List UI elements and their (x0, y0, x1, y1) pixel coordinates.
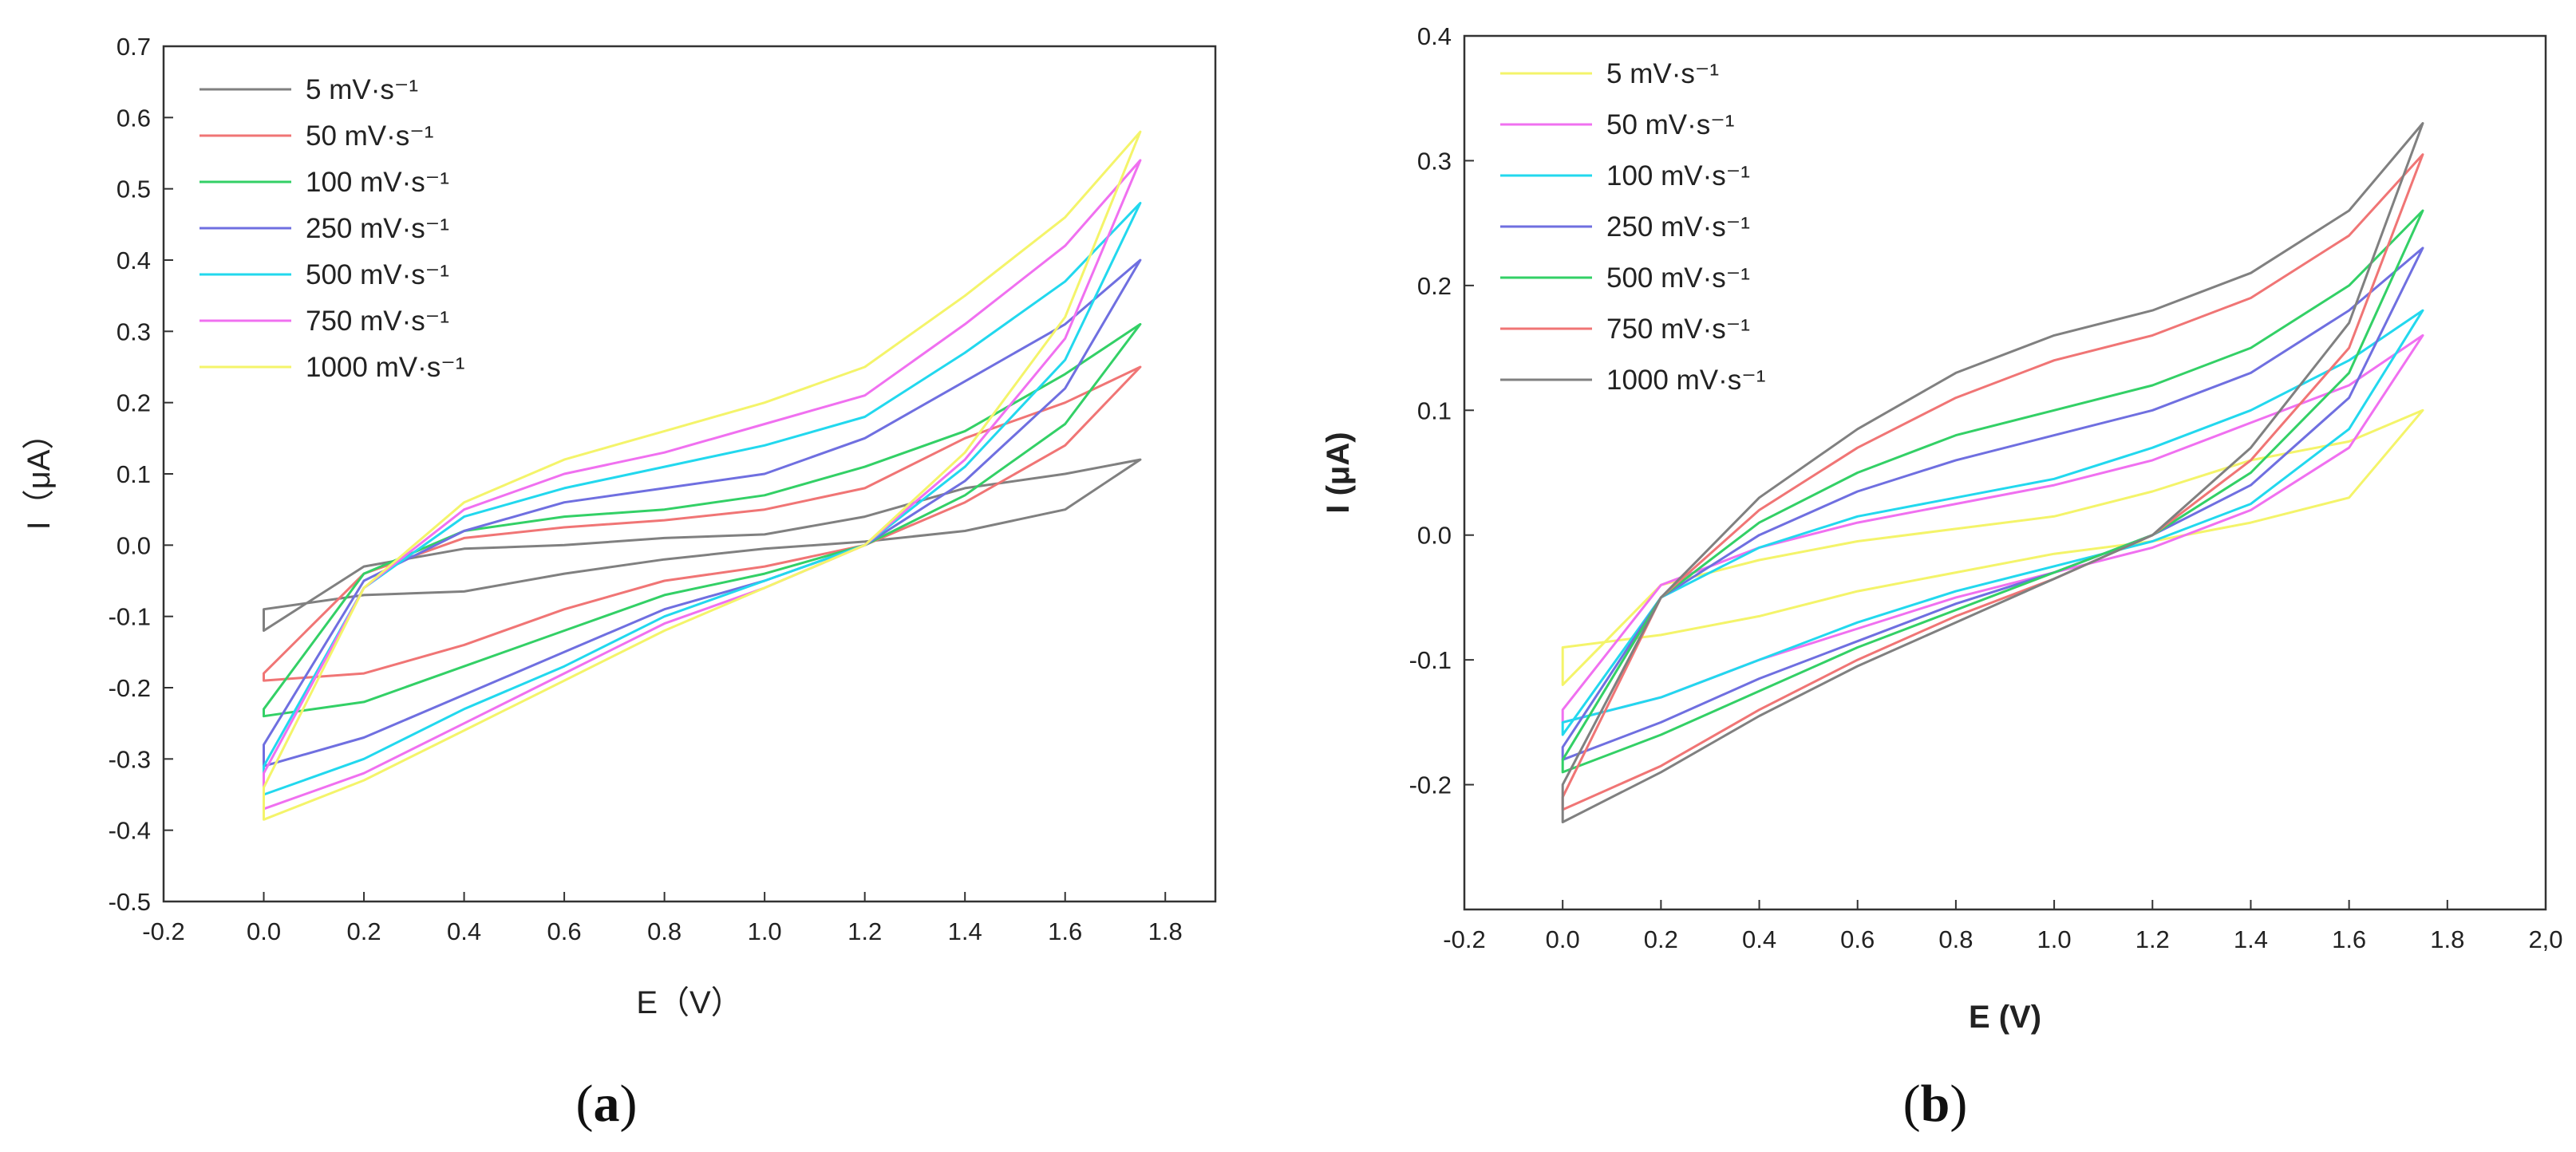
x-tick-labels-a: -0.2 0.0 0.2 0.4 0.6 0.8 1.0 1.2 1.4 1.6 1.8 (142, 917, 1183, 945)
y-tick-label: -0.1 (1409, 646, 1452, 674)
panel-label-a: (a) (576, 1075, 638, 1133)
legend-label: 50 mV·s⁻¹ (306, 120, 433, 152)
y-tick-label: -0.2 (109, 674, 151, 702)
tick-marks-b (1464, 35, 2546, 909)
x-tick-label: 1.0 (2037, 925, 2072, 953)
y-tick-label: 0.4 (117, 247, 151, 274)
series-line (263, 365, 1142, 682)
series-line (263, 202, 1142, 796)
panel-letter-b: b (1921, 1075, 1950, 1133)
legend-label: 500 mV·s⁻¹ (306, 259, 449, 290)
y-tick-label: 0.0 (117, 531, 151, 559)
legend-a: 5 mV·s⁻¹ 50 mV·s⁻¹ 100 mV·s⁻¹ 250 mV·s⁻¹ 500… (200, 74, 464, 383)
y-tick-label: -0.3 (109, 745, 151, 773)
series-line (1561, 122, 2424, 823)
x-tick-label: 0.8 (1938, 925, 1973, 953)
legend-label: 750 mV·s⁻¹ (1606, 314, 1750, 345)
x-tick-labels-b: -0.2 0.0 0.2 0.4 0.6 0.8 1.0 1.2 1.4 1.6 1.8 2,0 (1443, 925, 2562, 953)
series-group-b (1561, 122, 2424, 823)
x-tick-label: 1.2 (2135, 925, 2170, 953)
y-tick-labels-b: -0.2 -0.1 0.0 0.1 0.2 0.3 0.4 (1409, 22, 1452, 799)
y-tick-label: -0.5 (109, 888, 151, 916)
series-line (263, 258, 1142, 767)
series-line (1561, 408, 2424, 686)
tick-marks-a (163, 45, 1167, 902)
y-tick-label: -0.4 (109, 817, 151, 845)
y-axis-label-a: I（μA） (22, 418, 57, 531)
y-axis-label-b: I (μA) (1321, 432, 1356, 513)
y-tick-label: -0.2 (1409, 771, 1452, 799)
y-tick-label: 0.2 (117, 389, 151, 417)
x-tick-label: -0.2 (142, 917, 184, 945)
y-tick-label: 0.3 (1417, 147, 1452, 175)
y-tick-label: 0.1 (1417, 396, 1452, 424)
series-line (263, 159, 1142, 811)
panel-label-b: (b) (1903, 1075, 1968, 1133)
y-tick-label: 0.4 (1417, 22, 1452, 50)
y-tick-label: 0.3 (117, 318, 151, 345)
x-axis-label-a: E（V） (636, 985, 742, 1020)
y-tick-label: -0.1 (109, 603, 151, 631)
series-line (1561, 309, 2424, 736)
x-tick-label: 1.6 (1048, 917, 1082, 945)
x-tick-label: 0.2 (1644, 925, 1678, 953)
plot-frame-b (1463, 34, 2547, 911)
x-tick-label: 0.4 (447, 917, 481, 945)
x-axis-label-b: E (V) (1969, 1000, 2041, 1035)
x-tick-label: 1.0 (748, 917, 782, 945)
legend-label: 1000 mV·s⁻¹ (1606, 365, 1765, 396)
y-tick-label: 0.0 (1417, 522, 1452, 550)
legend-label: 1000 mV·s⁻¹ (306, 352, 464, 383)
x-tick-label: 0.8 (647, 917, 682, 945)
x-tick-label: 0.0 (247, 917, 281, 945)
series-line (263, 322, 1142, 718)
y-tick-label: 0.2 (1417, 272, 1452, 300)
x-tick-label: 1.6 (2332, 925, 2366, 953)
x-tick-label: 2,0 (2528, 925, 2562, 953)
x-tick-label: 1.8 (1148, 917, 1183, 945)
x-tick-label: 1.2 (847, 917, 882, 945)
x-tick-label: -0.2 (1443, 925, 1485, 953)
legend-label: 5 mV·s⁻¹ (306, 74, 418, 105)
legend-label: 500 mV·s⁻¹ (1606, 262, 1750, 294)
x-tick-label: 0.6 (547, 917, 582, 945)
x-tick-label: 0.6 (1840, 925, 1875, 953)
chart-panel-a: -0.2 0.0 0.2 0.4 0.6 0.8 1.0 1.2 1.4 1.6 1.8 -0.5-… (22, 33, 1217, 1133)
y-tick-labels-a: -0.5 -0.4 -0.3 -0.2 -0.1 0.0 0.1 0.2 0.3 0.4 0.5 0.… (109, 33, 151, 916)
legend-label: 100 mV·s⁻¹ (306, 167, 449, 198)
legend-label: 100 mV·s⁻¹ (1606, 160, 1750, 191)
x-tick-label: 1.4 (948, 917, 982, 945)
legend-label: 250 mV·s⁻¹ (306, 213, 449, 244)
x-tick-label: 0.0 (1546, 925, 1580, 953)
x-tick-label: 1.4 (2234, 925, 2268, 953)
legend-label: 5 mV·s⁻¹ (1606, 58, 1719, 89)
y-tick-label: 0.5 (117, 176, 151, 203)
series-line (1561, 247, 2424, 761)
series-line (1561, 153, 2424, 811)
y-tick-label: 0.7 (117, 33, 151, 61)
y-tick-label: 0.6 (117, 104, 151, 132)
series-group-a (263, 130, 1142, 821)
chart-panel-b: -0.2 0.0 0.2 0.4 0.6 0.8 1.0 1.2 1.4 1.6 1.8 2,0 -0… (1321, 22, 2563, 1133)
legend-b: 5 mV·s⁻¹ 50 mV·s⁻¹ 100 mV·s⁻¹ 250 mV·s⁻¹ 500… (1500, 58, 1765, 396)
x-tick-label: 0.2 (346, 917, 381, 945)
panel-letter-a: a (594, 1075, 620, 1133)
x-tick-label: 1.8 (2430, 925, 2464, 953)
x-tick-label: 0.4 (1742, 925, 1776, 953)
legend-label: 250 mV·s⁻¹ (1606, 211, 1750, 243)
y-tick-label: 0.1 (117, 460, 151, 488)
legend-label: 750 mV·s⁻¹ (306, 306, 449, 337)
series-line (263, 130, 1142, 821)
legend-label: 50 mV·s⁻¹ (1606, 109, 1734, 140)
series-line (263, 458, 1142, 632)
